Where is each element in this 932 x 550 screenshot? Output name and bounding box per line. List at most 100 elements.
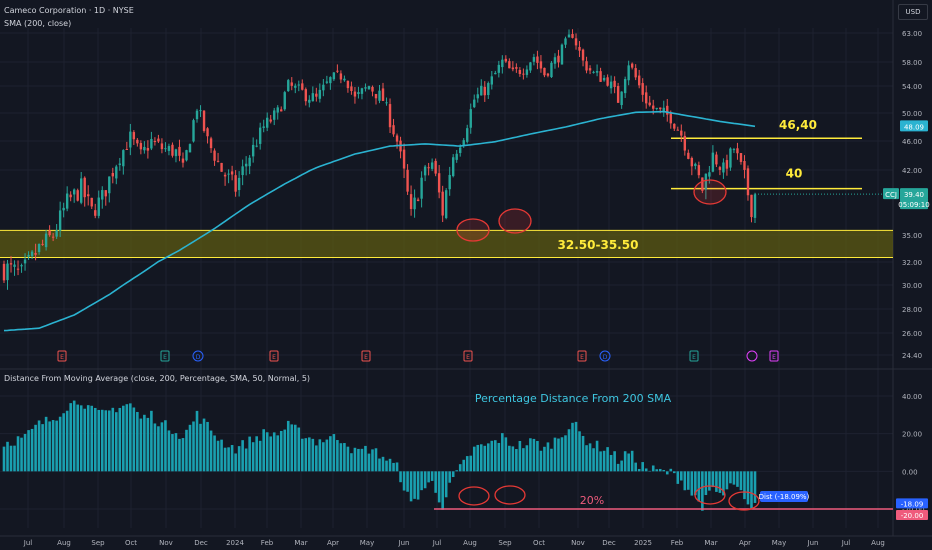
histogram-bar [6, 441, 9, 472]
histogram-bar [153, 423, 157, 472]
candle-body [122, 150, 125, 167]
candle-body [448, 174, 451, 190]
histogram-bar [427, 471, 430, 483]
sma-legend[interactable]: SMA (200, close) [4, 19, 72, 28]
time-axis-tick: Oct [533, 539, 545, 547]
histogram-bar [86, 405, 90, 472]
price-axis-tick: 26.00 [902, 330, 922, 338]
price-axis-tick: 63.00 [902, 30, 922, 38]
histogram-bar [395, 462, 399, 472]
time-axis-tick: Nov [159, 539, 173, 547]
time-axis-tick: Apr [327, 539, 339, 547]
candle-body [687, 152, 690, 159]
candle-body [227, 173, 230, 175]
candle-body [676, 129, 679, 131]
histogram-bar [560, 437, 564, 472]
candle-body [146, 148, 150, 151]
histogram-bar [497, 442, 501, 472]
histogram-bar [244, 448, 248, 472]
candle-body [269, 119, 272, 122]
candle-body [497, 64, 501, 73]
candle-body [627, 65, 630, 81]
event-marker[interactable] [269, 350, 279, 362]
candle-body [613, 80, 616, 87]
event-marker[interactable] [463, 350, 473, 362]
candle-body [248, 157, 251, 167]
histogram-bar [609, 454, 613, 472]
candle-body [350, 86, 353, 91]
candle-body [725, 160, 729, 169]
support-zone[interactable] [0, 230, 893, 258]
highlight-circle[interactable] [498, 208, 532, 234]
histogram-bar [178, 438, 181, 472]
highlight-circle[interactable] [693, 179, 727, 205]
time-axis-tick: 2025 [634, 539, 652, 547]
candle-body [595, 71, 599, 73]
candle-body [255, 145, 258, 147]
histogram-bar [65, 410, 69, 472]
highlight-circle[interactable] [456, 218, 490, 242]
dist-tag-bg[interactable] [760, 491, 808, 502]
histogram-bar [486, 443, 490, 472]
candle-body [736, 148, 739, 154]
histogram-bar [171, 434, 174, 472]
event-marker[interactable] [769, 350, 779, 362]
indicator-highlight-circle[interactable] [458, 486, 490, 506]
histogram-bar [371, 449, 374, 472]
histogram-bar [501, 433, 504, 472]
candle-body [662, 107, 665, 112]
event-marker[interactable] [361, 350, 371, 362]
event-marker[interactable] [192, 350, 204, 362]
event-marker-label: E [466, 354, 470, 361]
histogram-bar [620, 460, 623, 472]
histogram-bar [676, 471, 680, 484]
candle-body [290, 82, 293, 86]
event-marker[interactable] [689, 350, 699, 362]
candle-body [20, 265, 23, 267]
sma-200-line[interactable] [3, 110, 756, 332]
histogram-bar [251, 442, 255, 472]
candle-body [55, 230, 58, 237]
indicator-highlight-circle[interactable] [694, 485, 726, 505]
candle-body [588, 68, 592, 71]
candle-body [504, 58, 508, 62]
event-marker[interactable] [160, 350, 170, 362]
candle-body [388, 104, 392, 128]
candle-body [508, 61, 511, 69]
candle-body [318, 89, 322, 99]
candle-body [732, 149, 736, 151]
time-axis-tick: Sep [91, 539, 105, 547]
indicator-highlight-circle[interactable] [494, 485, 526, 505]
candle-body [209, 138, 213, 149]
indicator-axis-tick: 40.00 [902, 393, 922, 401]
event-marker[interactable] [57, 350, 67, 362]
currency-button[interactable]: USD [898, 4, 928, 20]
histogram-bar [529, 438, 532, 472]
candle-body [655, 107, 658, 109]
indicator-highlight-circle[interactable] [728, 491, 760, 511]
candle-body [62, 207, 65, 211]
histogram-bar [139, 418, 143, 472]
candle-body [451, 157, 455, 177]
candle-body [743, 161, 746, 170]
candle-body [181, 158, 185, 163]
indicator-legend[interactable]: Distance From Moving Average (close, 200… [4, 374, 311, 383]
event-marker[interactable] [577, 350, 587, 362]
candle-body [704, 173, 708, 190]
histogram-bar [9, 445, 13, 472]
time-axis-tick: Apr [739, 539, 751, 547]
split-marker-icon[interactable] [746, 350, 758, 362]
candle-body [473, 99, 476, 108]
candle-body [115, 166, 118, 179]
candle-body [701, 177, 704, 191]
histogram-bar [23, 433, 27, 472]
histogram-bar [360, 448, 364, 472]
candle-body [371, 86, 374, 92]
candle-body [125, 149, 129, 151]
candle-body [374, 93, 378, 99]
histogram-bar [434, 471, 437, 493]
candle-body [487, 83, 490, 96]
candle-body [574, 38, 578, 46]
event-marker[interactable] [599, 350, 611, 362]
